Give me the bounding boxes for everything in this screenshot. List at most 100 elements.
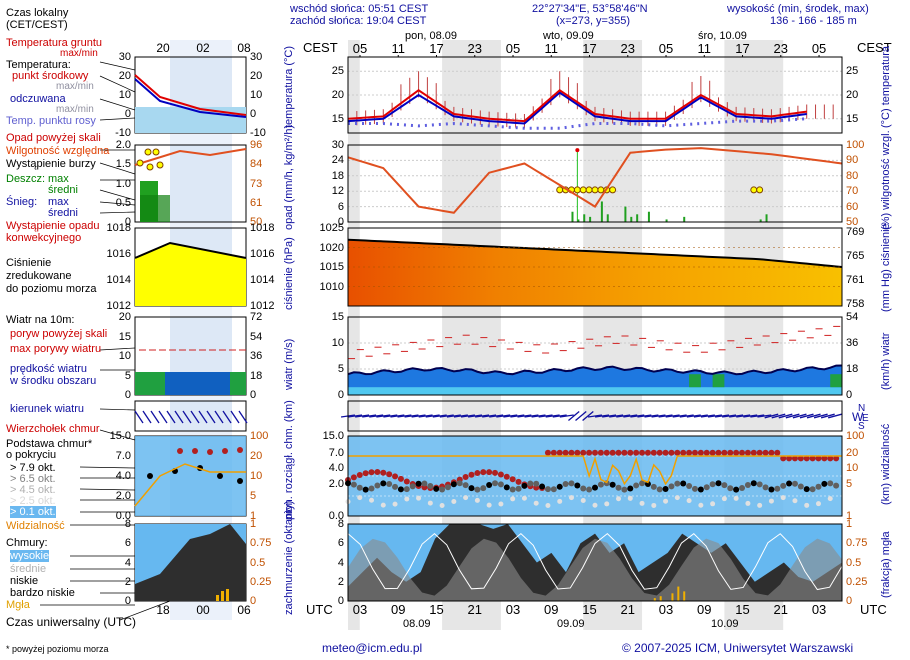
cloud-top-dot bbox=[691, 449, 698, 456]
panel-frame bbox=[347, 400, 843, 432]
wind-tick-left: 15 bbox=[331, 311, 344, 323]
cloud-base-dot bbox=[756, 481, 763, 488]
footer-email[interactable]: meteo@icm.edu.pl bbox=[322, 641, 423, 655]
bottom-hour-label: 09 bbox=[697, 602, 712, 617]
legend-temp-tick-left: 20 bbox=[118, 70, 131, 82]
humidity-tick: 70 bbox=[846, 185, 859, 198]
legend-bottom-hour: 00 bbox=[196, 603, 210, 617]
legend-cloud-bg bbox=[135, 436, 246, 516]
cloud-top-dot bbox=[715, 449, 722, 456]
cloud-base-dot bbox=[433, 485, 440, 492]
cloud-base-low-dot bbox=[557, 498, 563, 504]
cloud-base-dot bbox=[639, 480, 646, 487]
cloud-top-dot bbox=[774, 449, 781, 456]
wind-green-segment bbox=[830, 374, 842, 388]
cloud-base-dot bbox=[450, 481, 457, 488]
ytitle-humidity-r: (%) wilgotność wzgl. bbox=[880, 130, 892, 230]
pressure-tick-left: 1025 bbox=[319, 222, 344, 234]
cloud-top-dot bbox=[403, 478, 410, 485]
visibility-tick: 10 bbox=[846, 462, 859, 474]
legend-wind-tick-left: 5 bbox=[124, 369, 131, 382]
humidity-tick: 80 bbox=[846, 169, 859, 182]
legend-wind-tick-right: 72 bbox=[250, 311, 263, 323]
wind-arrow bbox=[568, 411, 580, 421]
legend-okt25: > 2.5 okt. bbox=[10, 495, 56, 507]
legend-wind-arrow bbox=[166, 410, 176, 424]
legend-leader-line bbox=[119, 600, 171, 621]
cloud-base-low-dot bbox=[804, 502, 810, 508]
cloud-base-low-dot bbox=[427, 500, 433, 506]
bottom-hour-label: 03 bbox=[811, 602, 827, 617]
precip-above-marker bbox=[575, 148, 580, 153]
cloud-base-dot bbox=[768, 486, 775, 493]
pressure-tick-left: 1020 bbox=[319, 241, 344, 254]
cloud-base-dot bbox=[533, 480, 540, 487]
legend-leader-line bbox=[99, 61, 136, 71]
legend-snow: Śnieg: bbox=[6, 196, 38, 208]
wind-arrow bbox=[587, 414, 603, 418]
cloud-base-dot bbox=[644, 481, 651, 488]
legend-cloud-tick-left: 15.0 bbox=[109, 430, 131, 442]
cloudiness-tick-left: 8 bbox=[337, 518, 344, 530]
legend-soil-temp: Temperatura gruntu bbox=[6, 37, 102, 49]
cloud-base-dot bbox=[415, 480, 422, 487]
legend-humidity-tick-right: 50 bbox=[250, 216, 263, 228]
legend-temp-line bbox=[134, 74, 247, 116]
cloud-base-low-dot bbox=[580, 498, 586, 504]
legend-leader-line bbox=[79, 466, 136, 469]
cloud-base-dot bbox=[568, 480, 575, 487]
legend-pressure-tick-left: 1016 bbox=[106, 248, 131, 260]
day-bottom-2: 09.09 bbox=[557, 618, 585, 630]
legend-cloud-top-dot bbox=[192, 448, 198, 454]
storm-marker bbox=[609, 186, 617, 194]
wind-arrow bbox=[792, 413, 807, 419]
cloud-top-dot bbox=[392, 473, 399, 480]
legend-fog: Mgła bbox=[6, 599, 30, 611]
storm-marker bbox=[556, 186, 564, 194]
cloud-base-dot bbox=[762, 484, 769, 491]
legend-cl-tick-left: 4 bbox=[124, 556, 131, 569]
legend-visibility-line bbox=[134, 463, 246, 507]
cloud-top-dot bbox=[592, 449, 598, 456]
temp-tick-left: 15 bbox=[331, 112, 344, 125]
cloud-base-low-dot bbox=[686, 498, 692, 504]
cloud-base-low-dot bbox=[768, 498, 774, 504]
pressure-line bbox=[347, 238, 843, 268]
cloud-top-dot bbox=[709, 449, 716, 456]
precip-tick-left: 30 bbox=[331, 139, 344, 151]
wind-arrow bbox=[828, 413, 842, 419]
elevation-label: wysokość (min, środek, max) bbox=[727, 3, 869, 15]
wind-arrow bbox=[644, 414, 659, 418]
ytitle-visibility-r: (km) widzialność bbox=[880, 423, 892, 505]
legend-cloud-top-dot bbox=[177, 448, 183, 454]
cloud-white-line bbox=[347, 532, 843, 591]
wind-arrow bbox=[545, 414, 560, 418]
top-hour-label: 17 bbox=[582, 41, 597, 56]
legend-temperature: Temperatura: bbox=[6, 59, 71, 71]
legend-temp-tick-right: 10 bbox=[250, 89, 263, 101]
cloud-base-low-dot bbox=[392, 501, 398, 507]
legend-mid: średnie bbox=[10, 563, 47, 575]
top-hour-label: 23 bbox=[773, 41, 789, 56]
top-hour-label: 05 bbox=[658, 41, 674, 56]
bottom-hour-label: 03 bbox=[658, 602, 674, 617]
legend-wind-arrow bbox=[158, 410, 168, 424]
wind-arrow bbox=[595, 414, 610, 418]
cloudiness-tick-left: 6 bbox=[337, 537, 344, 550]
cloud-base-dot bbox=[474, 486, 481, 493]
storm-marker bbox=[579, 186, 587, 194]
legend-low: niskie bbox=[10, 575, 39, 587]
cloud-base-dot bbox=[356, 484, 363, 491]
rain-bar bbox=[583, 214, 586, 222]
fog-tick: 0.75 bbox=[846, 537, 868, 550]
legend-cloud-tick-left: 7.0 bbox=[115, 450, 131, 462]
rain-bar bbox=[624, 206, 627, 222]
cloud-top-dot bbox=[733, 449, 740, 456]
fog-bar bbox=[677, 586, 680, 601]
legend-rain: Deszcz: bbox=[6, 173, 46, 185]
cloud-tick-left: 7.0 bbox=[328, 446, 344, 459]
wind-arrow bbox=[432, 414, 447, 418]
cloud-top-dot bbox=[633, 449, 640, 456]
cloud-top-dot bbox=[815, 455, 822, 462]
wind-arrow bbox=[700, 414, 715, 418]
